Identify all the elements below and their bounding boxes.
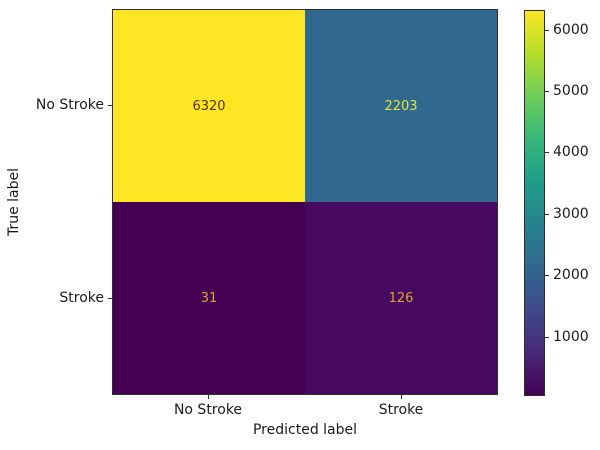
colorbar bbox=[524, 10, 545, 396]
x-tick-mark bbox=[401, 395, 402, 399]
x-tick-label-no-stroke: No Stroke bbox=[173, 402, 243, 418]
colorbar-tick-label: 6000 bbox=[553, 22, 589, 38]
y-tick-mark bbox=[108, 298, 112, 299]
colorbar-tick-mark bbox=[545, 30, 549, 31]
colorbar-tick-mark bbox=[545, 275, 549, 276]
colorbar-tick-mark bbox=[545, 152, 549, 153]
y-tick-label-no-stroke: No Stroke bbox=[35, 97, 104, 113]
colorbar-tick-label: 5000 bbox=[553, 83, 589, 99]
x-tick-label-stroke: Stroke bbox=[378, 402, 424, 418]
x-axis-title: Predicted label bbox=[252, 422, 358, 438]
matrix-cell-true-nostroke-pred-nostroke: 6320 bbox=[113, 10, 305, 202]
matrix-cell-true-stroke-pred-stroke: 126 bbox=[305, 202, 497, 394]
matrix-cell-true-stroke-pred-nostroke: 31 bbox=[113, 202, 305, 394]
colorbar-tick-mark bbox=[545, 337, 549, 338]
colorbar-tick-label: 1000 bbox=[553, 329, 589, 345]
colorbar-tick-label: 4000 bbox=[553, 144, 589, 160]
x-tick-mark bbox=[208, 395, 209, 399]
cell-value: 126 bbox=[388, 290, 414, 306]
colorbar-tick-mark bbox=[545, 91, 549, 92]
colorbar-tick-mark bbox=[545, 214, 549, 215]
y-axis-title: True label bbox=[6, 167, 22, 237]
cell-value: 31 bbox=[200, 290, 218, 306]
y-tick-label-stroke: Stroke bbox=[59, 290, 104, 306]
heatmap-plot-area: 6320 2203 31 126 bbox=[112, 9, 498, 395]
y-tick-mark bbox=[108, 105, 112, 106]
cell-value: 6320 bbox=[192, 98, 226, 114]
matrix-cell-true-nostroke-pred-stroke: 2203 bbox=[305, 10, 497, 202]
cell-value: 2203 bbox=[384, 98, 418, 114]
colorbar-tick-label: 3000 bbox=[553, 206, 589, 222]
colorbar-tick-label: 2000 bbox=[553, 267, 589, 283]
